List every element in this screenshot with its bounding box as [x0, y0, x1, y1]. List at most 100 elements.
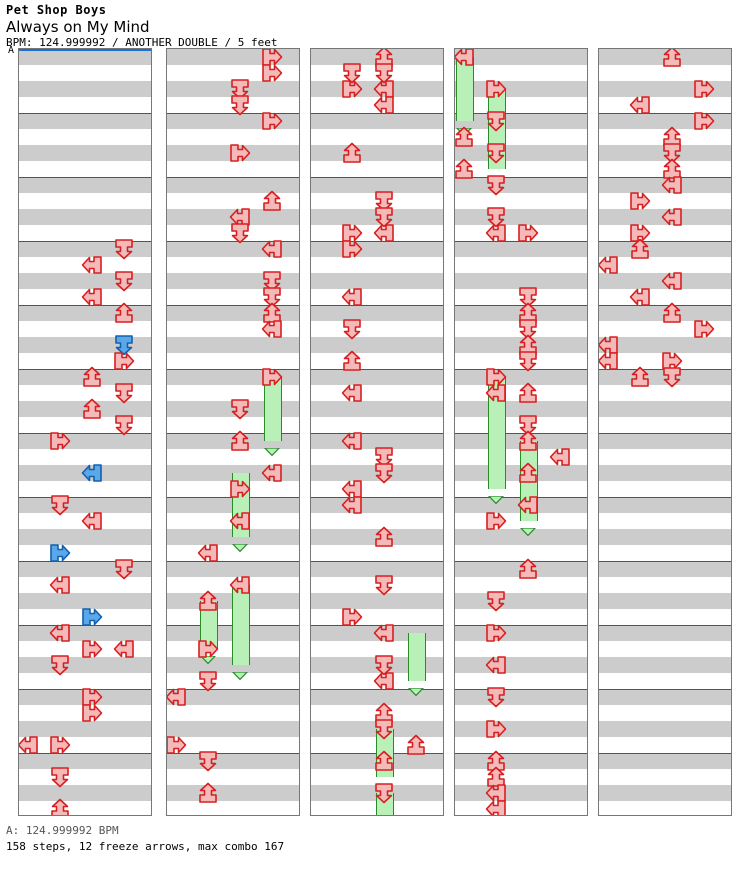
arrow-glyph-left	[81, 256, 102, 274]
arrow-glyph-right	[50, 544, 71, 562]
arrow-glyph-left	[341, 480, 362, 498]
arrow-glyph-up	[343, 319, 361, 340]
note-arrow-right	[483, 76, 509, 102]
arrow-glyph-up	[115, 335, 133, 356]
note-arrow-up	[339, 60, 365, 86]
arrow-glyph-left	[261, 240, 282, 258]
beat-band	[455, 273, 587, 289]
measure-line	[167, 305, 299, 306]
chart-panel-3	[310, 48, 444, 816]
beat-band	[599, 497, 731, 513]
beat-band	[455, 305, 587, 321]
beat-band	[599, 305, 731, 321]
measure-line	[19, 753, 151, 754]
freeze-arrow-tail	[200, 649, 216, 664]
note-arrow-down	[659, 300, 685, 326]
arrow-glyph-left	[197, 544, 218, 562]
note-arrow-up	[339, 316, 365, 342]
measure-line	[19, 113, 151, 114]
note-arrow-left	[515, 492, 541, 518]
arrow-glyph-right	[262, 64, 283, 82]
beat-band	[311, 337, 443, 353]
measure-line	[455, 561, 587, 562]
measure-line	[19, 241, 151, 242]
note-arrow-up	[111, 332, 137, 358]
beat-band	[599, 785, 731, 801]
lane-label: A	[8, 45, 15, 56]
arrow-glyph-right	[262, 49, 283, 66]
note-arrow-up	[515, 412, 541, 438]
beat-band	[19, 145, 151, 161]
beat-band	[455, 625, 587, 641]
freeze-arrow-body	[232, 585, 250, 665]
arrow-glyph-left	[341, 496, 362, 514]
arrow-glyph-down	[631, 366, 649, 387]
arrow-glyph-up	[51, 655, 69, 676]
arrow-glyph-down	[51, 798, 69, 815]
beat-band	[167, 657, 299, 673]
arrow-glyph-down	[263, 190, 281, 211]
arrow-glyph-up	[263, 271, 281, 292]
beat-band	[599, 529, 731, 545]
measure-line	[19, 369, 151, 370]
note-arrow-up	[195, 668, 221, 694]
note-arrow-down	[259, 300, 285, 326]
note-arrow-up	[111, 236, 137, 262]
note-arrow-up	[111, 412, 137, 438]
note-arrow-up	[371, 652, 397, 678]
measure-line	[455, 625, 587, 626]
beat-band	[167, 81, 299, 97]
measure-line	[599, 689, 731, 690]
beat-band	[19, 625, 151, 641]
beat-band	[455, 337, 587, 353]
note-arrow-left	[339, 380, 365, 406]
beat-band	[19, 81, 151, 97]
note-arrow-down	[339, 348, 365, 374]
freeze-arrow-tail	[232, 537, 248, 552]
arrow-glyph-up	[115, 271, 133, 292]
arrow-glyph-up	[343, 63, 361, 84]
note-arrow-right	[259, 60, 285, 86]
arrow-glyph-right	[82, 608, 103, 626]
note-arrow-left	[259, 316, 285, 342]
note-arrow-right	[627, 188, 653, 214]
note-arrow-left	[599, 332, 621, 358]
note-arrow-right	[259, 108, 285, 134]
measure-line	[455, 177, 587, 178]
note-arrow-left	[483, 652, 509, 678]
arrow-glyph-down	[115, 302, 133, 323]
beat-band	[167, 337, 299, 353]
freeze-arrow-body	[408, 633, 426, 681]
beat-band	[19, 177, 151, 193]
measure-line	[167, 753, 299, 754]
note-arrow-left	[627, 92, 653, 118]
arrow-glyph-right	[167, 736, 187, 754]
arrow-glyph-down	[375, 526, 393, 547]
measure-line	[19, 433, 151, 434]
arrow-glyph-left	[373, 224, 394, 242]
note-arrow-up	[659, 364, 685, 390]
note-arrow-left	[79, 252, 105, 278]
measure-line	[311, 689, 443, 690]
note-arrow-down	[371, 748, 397, 774]
arrow-glyph-up	[519, 351, 537, 372]
note-arrow-left	[79, 508, 105, 534]
arrow-glyph-right	[518, 224, 539, 242]
beat-band	[19, 209, 151, 225]
beat-band	[455, 81, 587, 97]
arrow-glyph-right	[694, 80, 715, 98]
chart-panel-2	[166, 48, 300, 816]
note-arrow-right	[691, 76, 717, 102]
note-arrow-down	[111, 300, 137, 326]
note-arrow-left	[483, 780, 509, 806]
beat-band	[599, 657, 731, 673]
measure-line	[599, 305, 731, 306]
note-arrow-up	[195, 748, 221, 774]
arrow-glyph-left	[167, 688, 186, 706]
note-arrow-left	[79, 284, 105, 310]
note-arrow-down	[339, 140, 365, 166]
note-arrow-down	[515, 380, 541, 406]
arrow-glyph-up	[487, 175, 505, 196]
note-arrow-left	[227, 508, 253, 534]
